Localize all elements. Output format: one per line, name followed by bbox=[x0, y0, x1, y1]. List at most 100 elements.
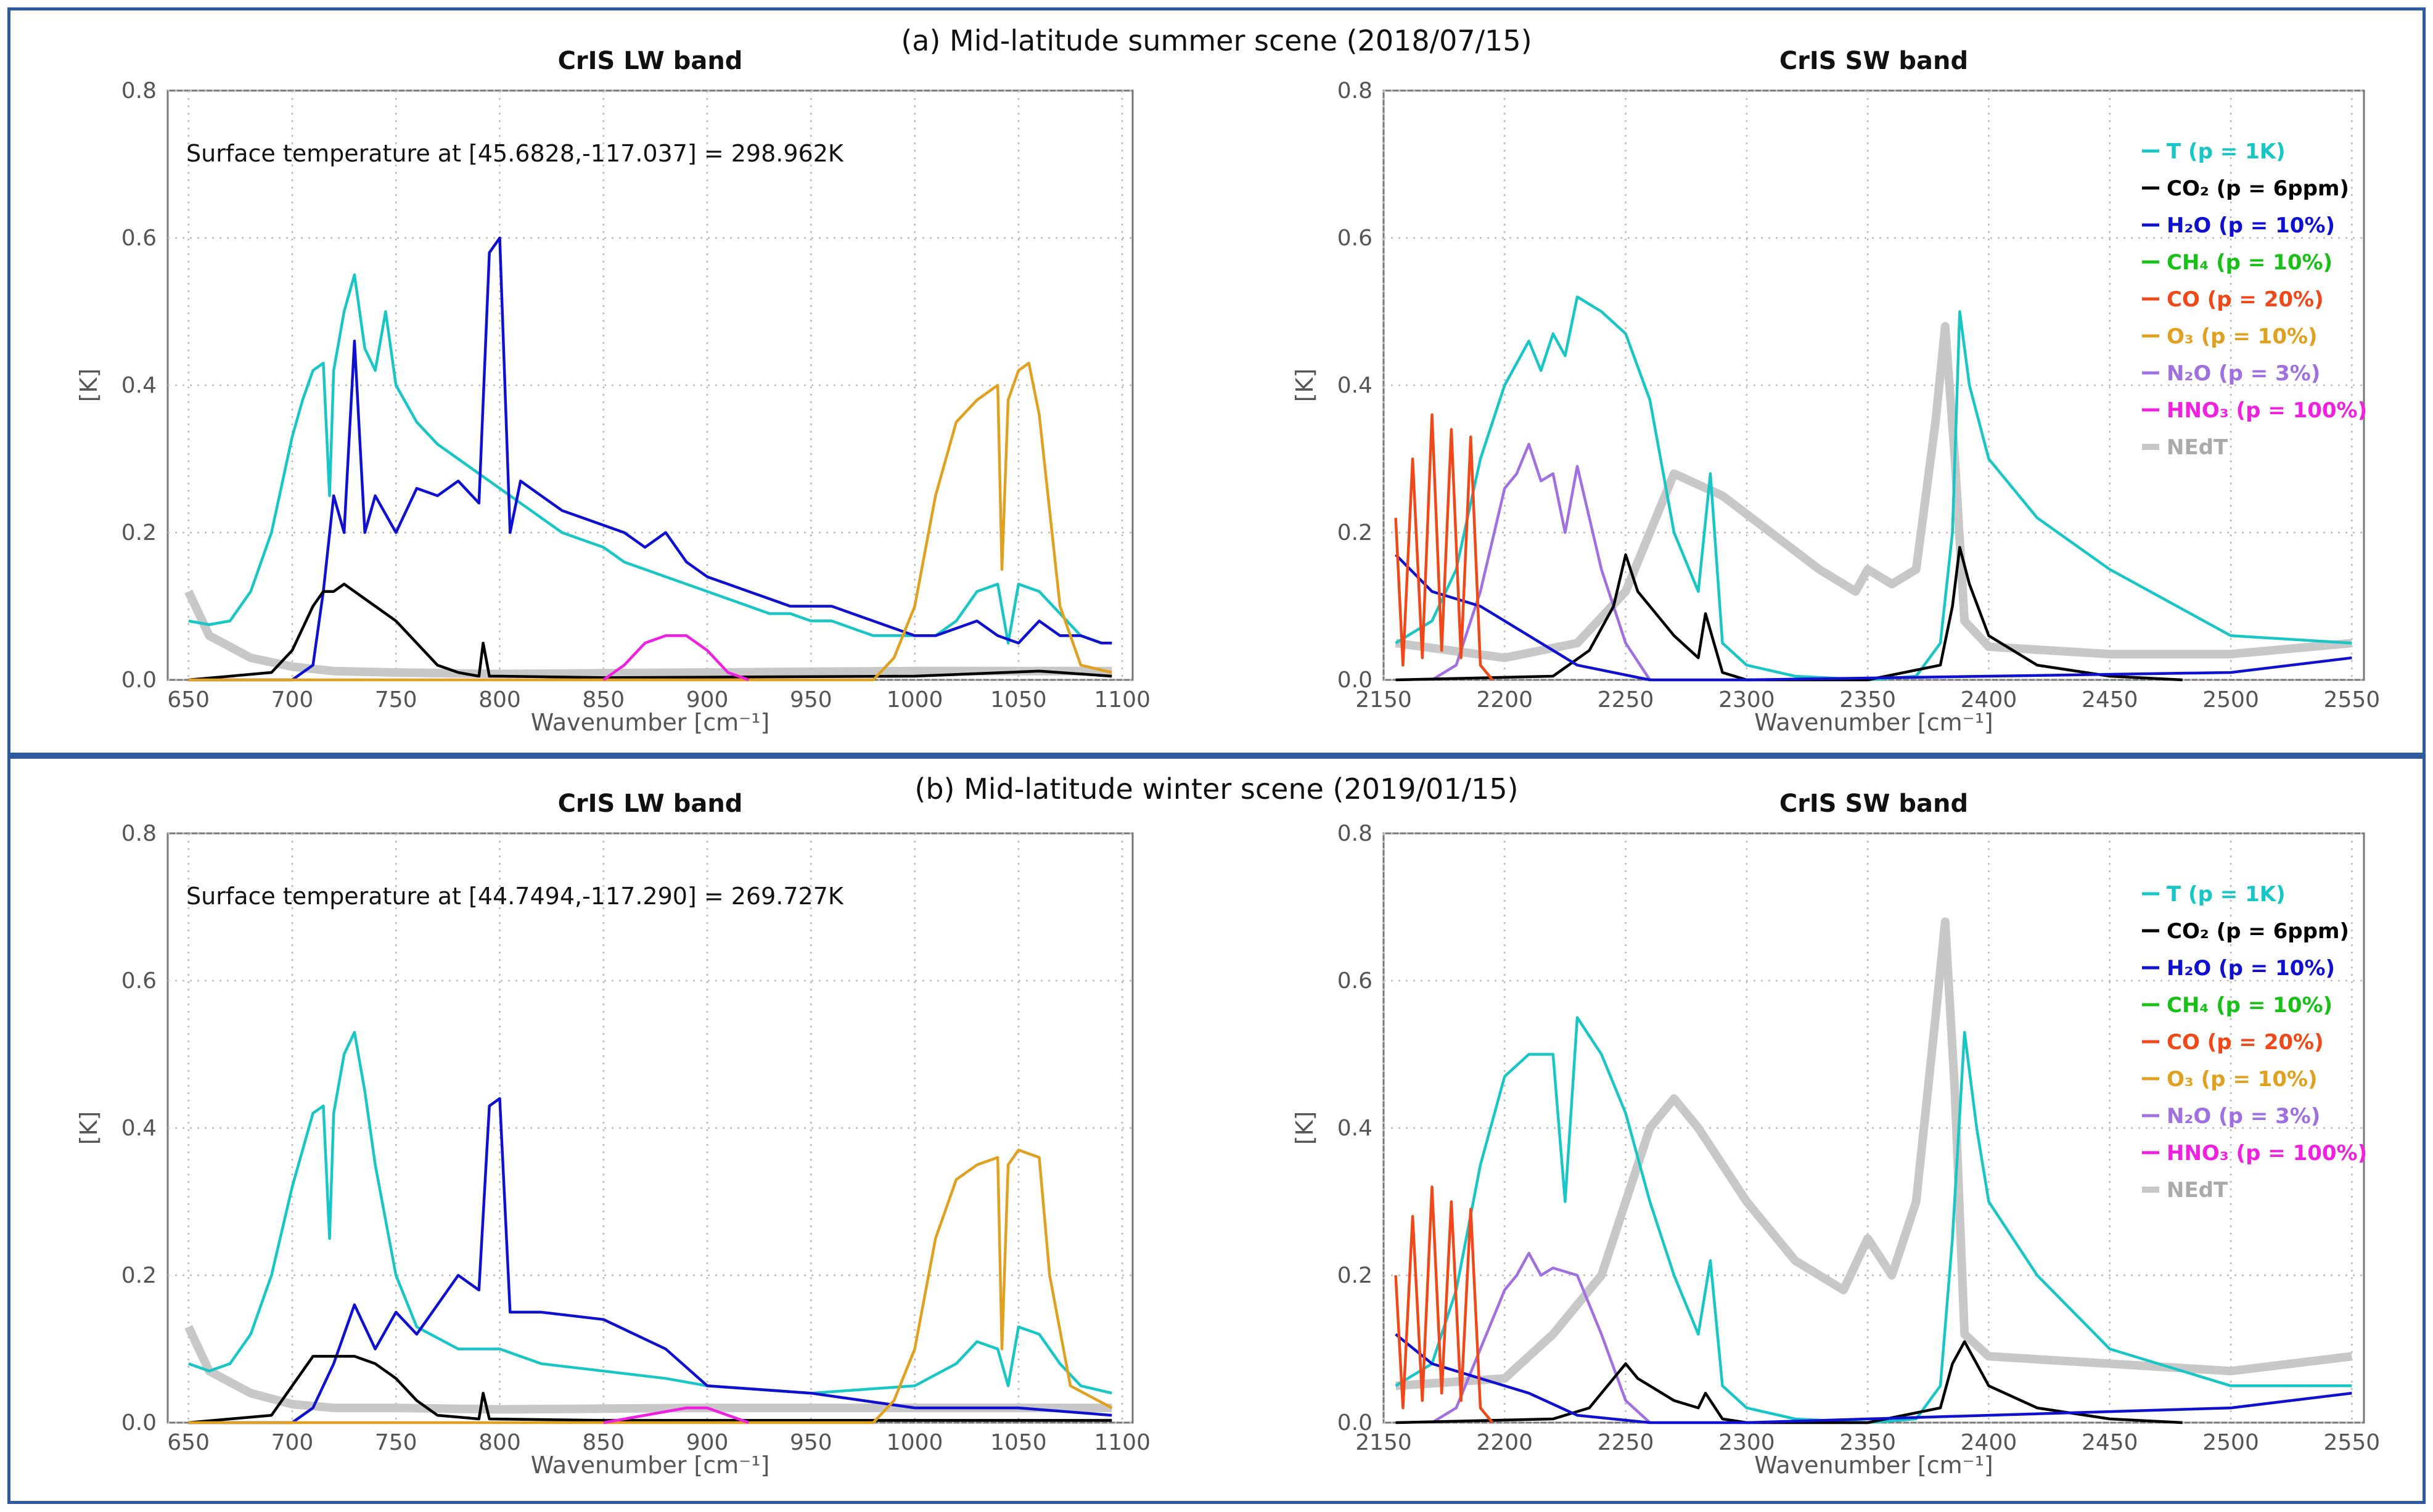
x-tick-label: 750 bbox=[375, 1430, 417, 1455]
y-tick-label: 0.4 bbox=[121, 1116, 157, 1141]
series-t bbox=[1395, 295, 2352, 682]
x-axis-label: Wavenumber [cm⁻¹] bbox=[1754, 709, 1993, 736]
x-tick-label: 700 bbox=[271, 1430, 314, 1455]
x-tick-label: 2150 bbox=[1355, 1430, 1412, 1455]
x-tick-label: 2300 bbox=[1718, 687, 1775, 713]
x-tick-label: 850 bbox=[582, 1430, 625, 1455]
series-n2o bbox=[1431, 443, 1651, 681]
y-tick-label: 0.4 bbox=[1337, 373, 1372, 398]
x-tick-label: 1000 bbox=[887, 687, 943, 713]
x-tick-label: 950 bbox=[790, 687, 832, 713]
series-hno3 bbox=[602, 634, 750, 682]
y-tick-label: 0.2 bbox=[1337, 520, 1372, 546]
x-tick-label: 2400 bbox=[1961, 687, 2017, 713]
chart-title: CrIS SW band bbox=[1779, 790, 1968, 818]
series-n2o bbox=[1431, 1251, 1651, 1424]
x-tick-label: 1100 bbox=[1094, 687, 1151, 713]
y-tick-label: 0.6 bbox=[1337, 226, 1372, 251]
y-tick-label: 0.0 bbox=[1337, 1410, 1372, 1436]
x-axis-label: Wavenumber [cm⁻¹] bbox=[531, 1452, 770, 1479]
surface-temperature-annotation: Surface temperature at [45.6828,-117.037… bbox=[186, 140, 844, 167]
series-nedt bbox=[1395, 322, 2353, 663]
series-hno3 bbox=[603, 1406, 750, 1424]
chart-0: 650 700 750 800 850 900 950 1000 1050 1100 0.0 0.2 0… bbox=[75, 47, 1151, 736]
x-tick-label: 2250 bbox=[1598, 687, 1654, 713]
x-tick-label: 2200 bbox=[1476, 1430, 1533, 1455]
legend-label-co: CO (p = 20%) bbox=[2167, 287, 2324, 312]
legend-label-hno3: HNO₃ (p = 100%) bbox=[2167, 1141, 2367, 1166]
series-co2 bbox=[188, 582, 1112, 682]
y-tick-label: 0.4 bbox=[1337, 1116, 1372, 1141]
series-co2 bbox=[1395, 1340, 2183, 1424]
x-tick-label: 2250 bbox=[1598, 1430, 1654, 1455]
y-tick-label: 0.4 bbox=[121, 373, 157, 398]
legend-label-n2o: N₂O (p = 3%) bbox=[2167, 1104, 2320, 1129]
series-nedt bbox=[1395, 917, 2353, 1391]
legend-label-h2o: H₂O (p = 10%) bbox=[2167, 213, 2335, 238]
legend-label-t: T (p = 1K) bbox=[2167, 882, 2286, 907]
series-co2 bbox=[1395, 546, 2183, 682]
series-h2o bbox=[188, 236, 1112, 682]
x-tick-label: 2500 bbox=[2202, 687, 2259, 713]
legend-label-o3: O₃ (p = 10%) bbox=[2167, 1067, 2318, 1092]
legend-label-co: CO (p = 20%) bbox=[2167, 1030, 2324, 1055]
series-co bbox=[1394, 413, 1494, 681]
x-tick-label: 2300 bbox=[1718, 1430, 1775, 1455]
x-tick-label: 2550 bbox=[2324, 1430, 2381, 1455]
panel-b-title: (b) Mid-latitude winter scene (2019/01/1… bbox=[914, 772, 1519, 806]
legend-label-n2o: N₂O (p = 3%) bbox=[2167, 361, 2320, 386]
x-tick-label: 2550 bbox=[2324, 687, 2381, 713]
x-tick-label: 2450 bbox=[2082, 687, 2138, 713]
y-tick-label: 0.8 bbox=[121, 821, 157, 846]
y-tick-label: 0.2 bbox=[1337, 1263, 1372, 1288]
y-tick-label: 0.0 bbox=[121, 668, 157, 693]
legend-label-t: T (p = 1K) bbox=[2167, 139, 2286, 164]
x-tick-label: 1050 bbox=[990, 1430, 1047, 1455]
y-tick-label: 0.0 bbox=[121, 1410, 157, 1436]
x-tick-label: 2350 bbox=[1839, 687, 1896, 713]
legend-label-co2: CO₂ (p = 6ppm) bbox=[2167, 176, 2349, 201]
x-tick-label: 650 bbox=[167, 1430, 210, 1455]
y-tick-label: 0.0 bbox=[1337, 668, 1372, 693]
y-tick-label: 0.8 bbox=[1337, 78, 1372, 104]
chart-title: CrIS SW band bbox=[1779, 47, 1968, 75]
series-co bbox=[1394, 1185, 1494, 1424]
legend-label-ch4: CH₄ (p = 10%) bbox=[2167, 250, 2332, 275]
y-axis-label: [K] bbox=[75, 1111, 102, 1145]
panel-a-title: (a) Mid-latitude summer scene (2018/07/1… bbox=[901, 24, 1532, 57]
y-tick-label: 0.2 bbox=[121, 520, 157, 546]
x-tick-label: 1100 bbox=[1094, 1430, 1151, 1455]
chart-1: 2150 2200 2250 2300 2350 2400 2450 2500 2550 0.0 0… bbox=[1291, 47, 2380, 736]
chart-2: 650 700 750 800 850 900 950 1000 1050 1100 0.0 0.2 0… bbox=[75, 790, 1151, 1479]
legend-label-nedt: NEdT bbox=[2167, 1178, 2228, 1203]
x-tick-label: 2500 bbox=[2202, 1430, 2259, 1455]
legend-label-co2: CO₂ (p = 6ppm) bbox=[2167, 919, 2349, 944]
x-tick-label: 650 bbox=[167, 687, 210, 713]
series-o3 bbox=[188, 361, 1112, 682]
chart-title: CrIS LW band bbox=[558, 47, 743, 75]
legend-label-o3: O₃ (p = 10%) bbox=[2167, 324, 2318, 349]
x-tick-label: 750 bbox=[375, 687, 417, 713]
x-tick-label: 2400 bbox=[1961, 1430, 2017, 1455]
x-tick-label: 1050 bbox=[990, 687, 1047, 713]
y-tick-label: 0.2 bbox=[121, 1263, 157, 1288]
series-o3 bbox=[188, 1148, 1113, 1424]
x-tick-label: 900 bbox=[686, 687, 729, 713]
chart-title: CrIS LW band bbox=[558, 790, 743, 818]
x-tick-label: 2150 bbox=[1355, 687, 1412, 713]
y-tick-label: 0.6 bbox=[121, 226, 157, 251]
chart-3: 2150 2200 2250 2300 2350 2400 2450 2500 2550 0.0 0… bbox=[1291, 790, 2380, 1479]
surface-temperature-annotation: Surface temperature at [44.7494,-117.290… bbox=[186, 883, 844, 910]
series-t bbox=[188, 273, 1112, 645]
series-h2o bbox=[188, 1097, 1112, 1424]
x-axis-label: Wavenumber [cm⁻¹] bbox=[531, 709, 770, 736]
y-axis-label: [K] bbox=[1291, 369, 1318, 403]
y-axis-label: [K] bbox=[75, 369, 102, 403]
x-axis-label: Wavenumber [cm⁻¹] bbox=[1754, 1452, 1993, 1479]
x-tick-label: 2350 bbox=[1839, 1430, 1896, 1455]
y-tick-label: 0.8 bbox=[1337, 821, 1372, 846]
x-tick-label: 850 bbox=[582, 687, 625, 713]
series-h2o bbox=[1395, 1333, 2352, 1424]
x-tick-label: 800 bbox=[478, 687, 521, 713]
